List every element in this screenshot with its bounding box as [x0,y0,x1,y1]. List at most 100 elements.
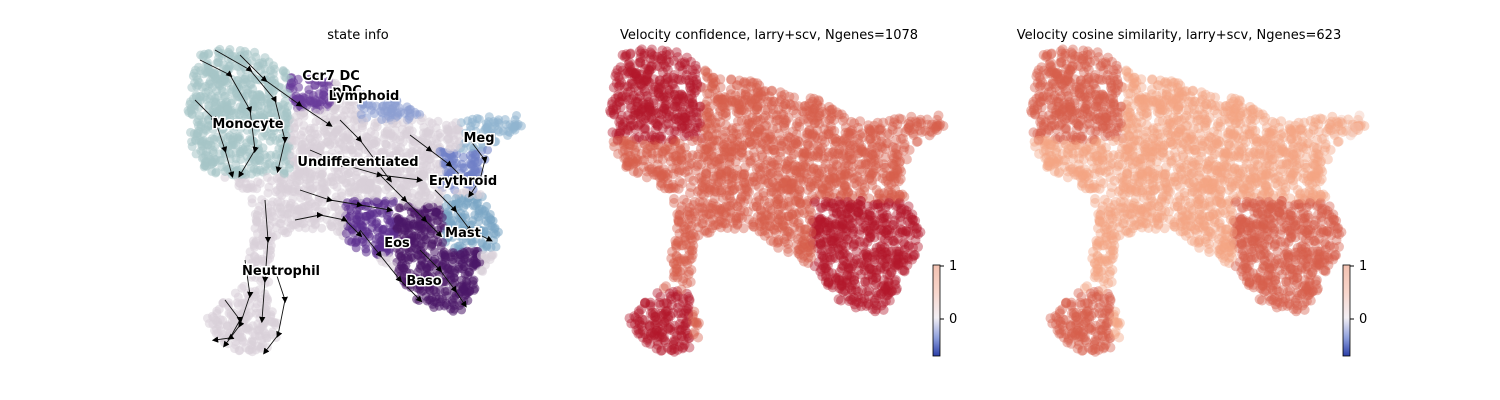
scatter-point [845,294,856,305]
scatter-point [389,176,399,186]
scatter-point [744,136,755,147]
scatter-point [427,118,437,128]
scatter-point [839,223,850,234]
scatter-point [237,283,247,293]
scatter-point [738,223,749,234]
scatter-point [609,109,620,120]
scatter-point [762,105,773,116]
scatter-point [263,188,273,198]
scatter-point [732,94,743,105]
scatter-point [766,182,777,193]
scatter-point [360,185,370,195]
scatter-point [233,133,243,143]
scatter-point [331,127,341,137]
scatter-point [262,172,272,182]
scatter-point [362,211,372,221]
scatter-point [397,258,407,268]
scatter-point [278,66,288,75]
scatter-point [915,227,926,238]
scatter-point [657,169,667,180]
scatter-point [696,188,707,199]
scatter-point [289,77,298,87]
scatter-point [837,260,848,271]
scatter-point [701,142,712,153]
scatter-point [483,145,493,155]
cluster-label: Monocyte [212,117,283,132]
scatter-point [220,167,230,176]
scatter-point [394,216,403,226]
scatter-point [362,197,372,207]
scatter-point [837,115,848,126]
scatter-point [468,114,478,124]
scatter-point [933,110,944,121]
cluster-label: Eos [384,236,410,251]
scatter-point [857,146,867,157]
scatter-point [239,75,249,84]
scatter-point [291,91,301,101]
scatter-point [187,110,197,120]
scatter-point [687,136,698,147]
cluster-label: Lymphoid [329,89,400,104]
scatter-point [836,280,847,290]
scatter-point [223,78,233,88]
scatter-point [441,201,451,211]
scatter-point [512,111,521,120]
scatter-point [395,203,405,213]
scatter-point [319,90,328,100]
scatter-point [652,119,663,130]
scatter-point [437,250,446,260]
scatter-point [445,144,454,154]
scatter-point [788,139,799,150]
scatter-point [476,251,486,261]
scatter-point [269,212,278,221]
scatter-point [215,149,225,159]
scatter-point [203,313,212,323]
scatter-point [291,177,301,187]
scatter-point [904,145,915,155]
scatter-point [236,154,246,164]
scatter-point [436,132,446,142]
scatter-point [887,189,898,200]
scatter-point [290,122,300,132]
scatter-point [714,216,725,227]
scatter-point [443,263,453,273]
scatter-point [684,224,695,235]
scatter-point [206,159,216,169]
scatter-point [780,99,791,110]
scatter-point [462,198,472,208]
scatter-point [265,136,275,146]
panel-velocity-confidence: Velocity confidence, larry+scv, Ngenes=1… [605,28,957,357]
scatter-point [903,240,914,251]
scatter-point [198,145,208,155]
scatter-point [256,297,266,307]
scatter-point [798,250,809,261]
scatter-point [783,211,794,222]
scatter-point [406,252,416,262]
scatter-point [457,305,467,315]
scatter-point [214,53,224,63]
scatter-point [361,247,371,257]
scatter-point [383,215,393,225]
scatter-point [225,49,234,59]
scatter-point [249,251,259,261]
scatter-point [212,132,222,142]
scatter-point [193,121,203,130]
scatter-point [303,201,313,211]
scatter-point [491,242,501,252]
scatter-point [509,123,519,133]
scatter-point [762,155,773,166]
scatter-point [715,203,726,214]
scatter-point [314,206,324,216]
scatter-point [676,155,687,166]
panel-title: state info [327,28,388,43]
scatter-point [201,125,211,135]
scatter-point [851,246,862,257]
scatter-point [827,213,838,224]
scatter-point [362,92,372,102]
scatter-point [693,149,704,160]
scatter-point [395,135,405,145]
scatter-point [735,205,746,216]
scatter-point [690,60,701,71]
scatter-point [448,215,458,225]
